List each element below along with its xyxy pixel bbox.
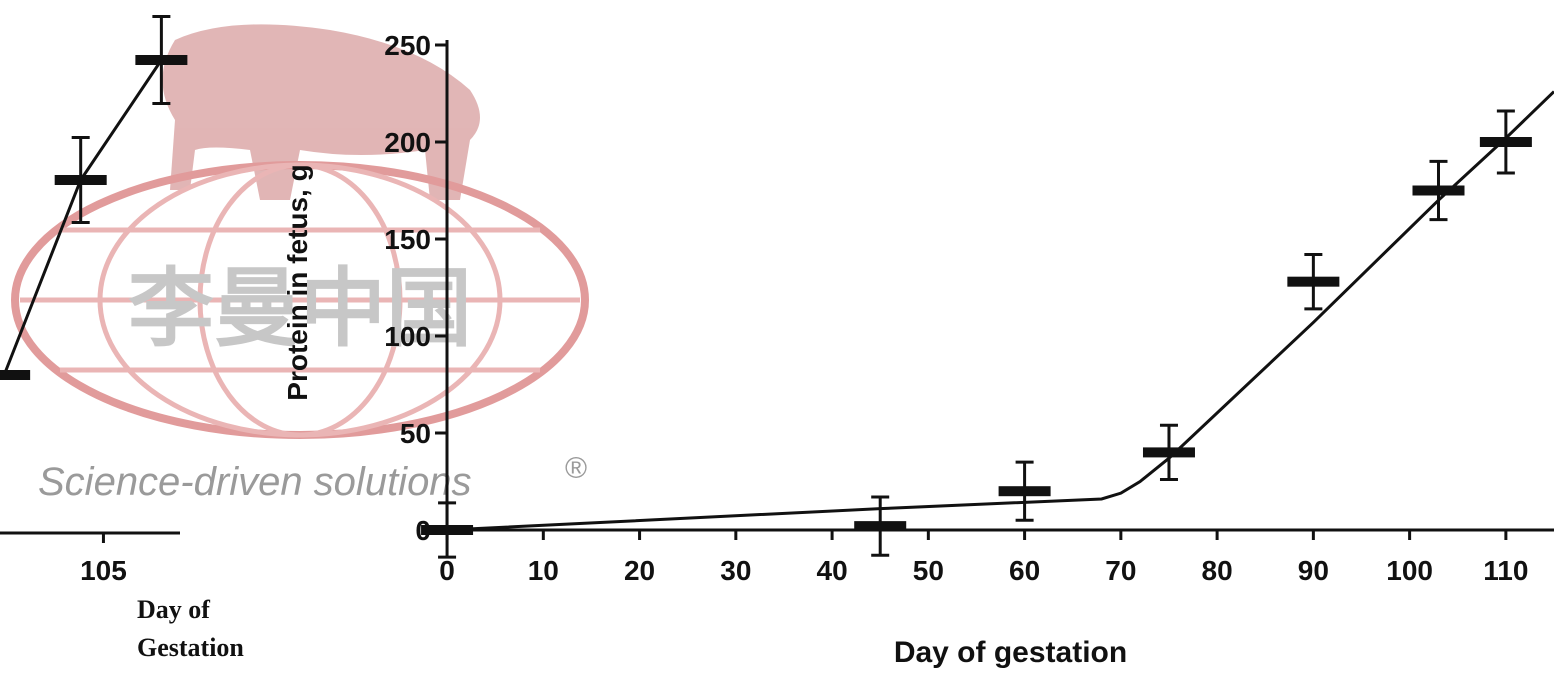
x-tick-label: 50 bbox=[913, 555, 944, 586]
mean-marker bbox=[1287, 277, 1339, 287]
watermark-mark: ® bbox=[565, 452, 587, 485]
y-tick-label: 250 bbox=[384, 30, 431, 61]
mean-marker bbox=[1480, 137, 1532, 147]
mean-marker bbox=[999, 486, 1051, 496]
y-tick-label: 100 bbox=[384, 321, 431, 352]
x-tick-label: 100 bbox=[1386, 555, 1433, 586]
y-tick-label: 200 bbox=[384, 127, 431, 158]
mean-marker bbox=[421, 525, 473, 535]
x-tick-label: 110 bbox=[1483, 555, 1528, 586]
mean-marker bbox=[1412, 186, 1464, 196]
x-tick-label: 60 bbox=[1009, 555, 1040, 586]
x-tick-label: 10 bbox=[528, 555, 559, 586]
chart: 李曼中国 Science-driven solutions ® 105Day o… bbox=[0, 0, 1554, 669]
x-tick-label: 80 bbox=[1202, 555, 1233, 586]
y-tick-label: 50 bbox=[400, 418, 431, 449]
x-tick-label: 40 bbox=[817, 555, 848, 586]
mean-marker bbox=[854, 521, 906, 531]
x-tick-label: 0 bbox=[439, 555, 455, 586]
x-tick-label: 30 bbox=[720, 555, 751, 586]
mean-marker bbox=[135, 55, 187, 65]
mean-marker bbox=[0, 370, 30, 380]
mean-marker bbox=[1143, 447, 1195, 457]
y-tick-label: 150 bbox=[384, 224, 431, 255]
x-tick-label: 70 bbox=[1105, 555, 1136, 586]
x-axis-label: Day of bbox=[137, 595, 210, 624]
y-axis-label: Protein in fetus, g bbox=[282, 164, 313, 400]
x-tick-label: 105 bbox=[80, 555, 127, 586]
page: {"chart_data": [ {"type": "errorbar", "x… bbox=[0, 0, 1554, 669]
x-axis-label: Day of gestation bbox=[894, 636, 1127, 669]
x-axis-label: Gestation bbox=[137, 633, 244, 662]
watermark-tagline: Science-driven solutions bbox=[38, 460, 472, 504]
fit-line bbox=[447, 92, 1554, 530]
x-tick-label: 20 bbox=[624, 555, 655, 586]
mean-marker bbox=[55, 175, 107, 185]
x-tick-label: 90 bbox=[1298, 555, 1329, 586]
